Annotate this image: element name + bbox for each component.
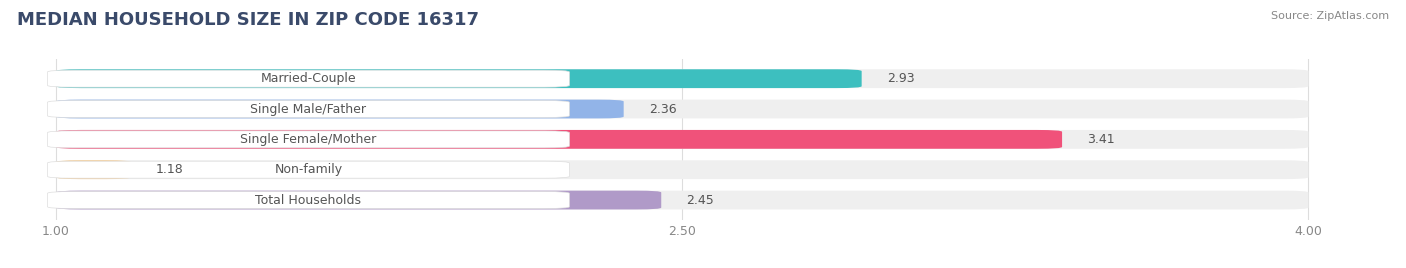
FancyBboxPatch shape: [56, 160, 131, 179]
FancyBboxPatch shape: [48, 192, 569, 209]
Text: 3.41: 3.41: [1087, 133, 1115, 146]
FancyBboxPatch shape: [56, 100, 1309, 118]
FancyBboxPatch shape: [56, 191, 1309, 210]
Text: 2.45: 2.45: [686, 193, 714, 207]
Text: Source: ZipAtlas.com: Source: ZipAtlas.com: [1271, 11, 1389, 21]
Text: Single Male/Father: Single Male/Father: [250, 103, 367, 116]
FancyBboxPatch shape: [56, 69, 862, 88]
FancyBboxPatch shape: [48, 70, 569, 87]
FancyBboxPatch shape: [56, 130, 1062, 149]
Text: Single Female/Mother: Single Female/Mother: [240, 133, 377, 146]
Text: 2.36: 2.36: [648, 103, 676, 116]
Text: Married-Couple: Married-Couple: [260, 72, 356, 85]
FancyBboxPatch shape: [56, 160, 1309, 179]
Text: 2.93: 2.93: [887, 72, 914, 85]
FancyBboxPatch shape: [48, 161, 569, 178]
Text: MEDIAN HOUSEHOLD SIZE IN ZIP CODE 16317: MEDIAN HOUSEHOLD SIZE IN ZIP CODE 16317: [17, 11, 479, 29]
FancyBboxPatch shape: [48, 100, 569, 117]
FancyBboxPatch shape: [56, 69, 1309, 88]
FancyBboxPatch shape: [48, 131, 569, 148]
FancyBboxPatch shape: [56, 191, 661, 210]
Text: Non-family: Non-family: [274, 163, 343, 176]
FancyBboxPatch shape: [56, 100, 624, 118]
FancyBboxPatch shape: [56, 130, 1309, 149]
Text: Total Households: Total Households: [256, 193, 361, 207]
Text: 1.18: 1.18: [156, 163, 184, 176]
